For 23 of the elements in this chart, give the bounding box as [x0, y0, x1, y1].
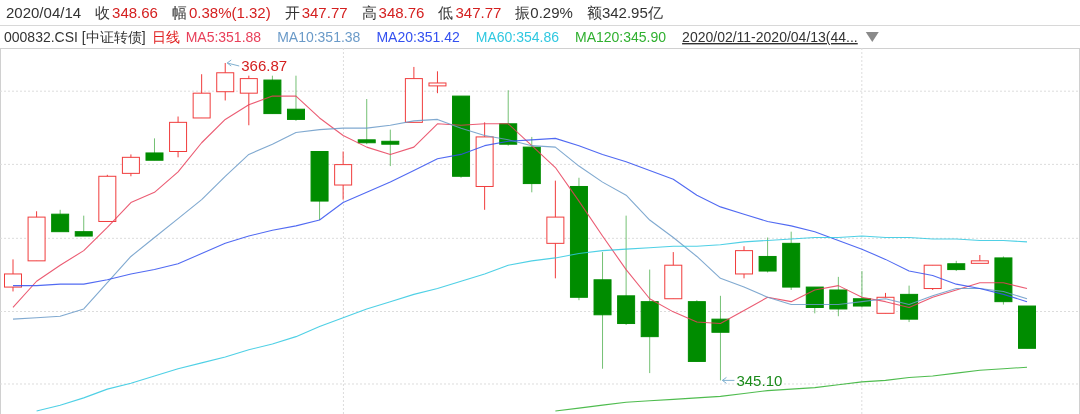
chart-subtitle: 日线 — [151, 29, 180, 45]
text: 347.77 — [455, 4, 502, 21]
text: 收 — [95, 4, 111, 21]
chart-title: 000832.CSI [中证转债] — [4, 29, 146, 45]
text: MA5:351.88 — [185, 29, 262, 45]
text: 开 — [284, 4, 300, 21]
annotation: 366.87 — [241, 57, 288, 74]
text: 高 — [361, 4, 377, 21]
annotation: 345.10 — [736, 372, 783, 390]
text: MA120:345.90 — [575, 29, 667, 45]
text: 2020/04/14 — [6, 4, 82, 21]
text: 0.38%(1.32) — [188, 4, 271, 21]
text: 低 — [438, 4, 454, 21]
text: 幅 — [171, 4, 187, 21]
text: 348.66 — [112, 4, 158, 21]
text: 347.77 — [301, 4, 348, 21]
text: 振0.29% — [515, 4, 573, 21]
text: 2020/02/11-2020/04/13(44... — [682, 29, 858, 45]
text: MA20:351.42 — [376, 29, 460, 45]
text: 348.76 — [378, 4, 425, 21]
text: MA10:351.38 — [277, 29, 361, 45]
text: MA60:354.86 — [475, 29, 560, 45]
text: 额342.95亿 — [586, 4, 663, 21]
